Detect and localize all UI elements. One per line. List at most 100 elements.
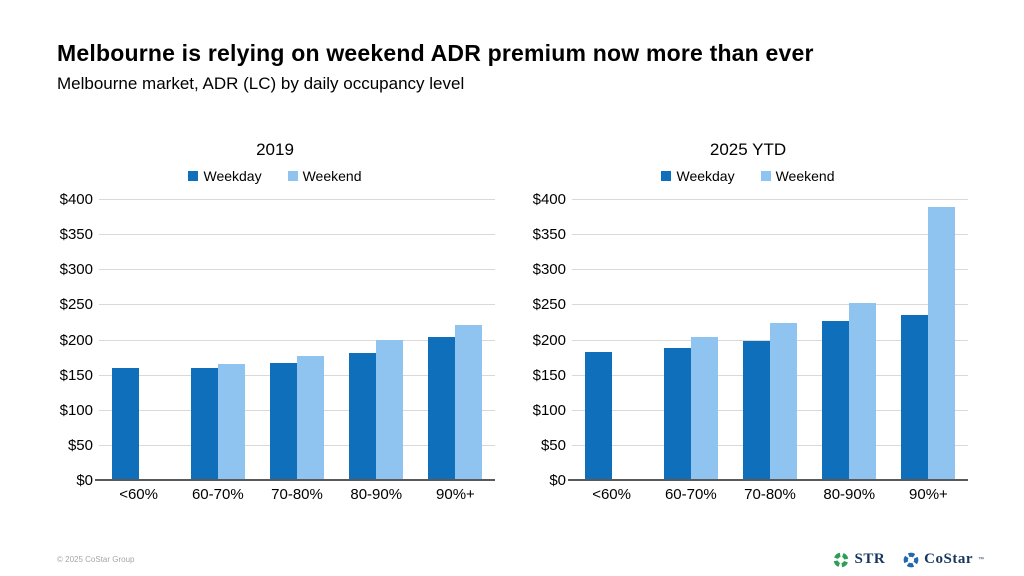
x-axis-label: 70-80% xyxy=(744,486,796,503)
y-axis-label: $150 xyxy=(532,366,566,384)
str-logo: STR xyxy=(833,551,885,568)
x-axis-label: <60% xyxy=(119,486,158,503)
plot xyxy=(568,199,968,481)
str-logo-text: STR xyxy=(854,551,886,567)
y-axis-label: $400 xyxy=(59,191,93,208)
copyright-text: © 2025 CoStar Group xyxy=(57,555,135,564)
bar-weekend xyxy=(376,340,404,481)
bar-group xyxy=(651,200,730,481)
page-subtitle: Melbourne market, ADR (LC) by daily occu… xyxy=(57,74,465,93)
legend: Weekday Weekend xyxy=(528,168,968,184)
gridline xyxy=(99,199,495,200)
bar-weekday xyxy=(428,337,456,481)
x-axis-label: 80-90% xyxy=(350,486,403,503)
legend-swatch-weekend xyxy=(287,171,298,181)
y-axis-label: $400 xyxy=(532,191,566,208)
y-axis-label: $300 xyxy=(59,261,93,279)
gridline xyxy=(572,269,968,271)
y-axis-label: $50 xyxy=(540,436,566,454)
x-axis-labels: <60% 60-70% 70-80% 80-90% 90%+ xyxy=(572,486,968,503)
bar-weekend xyxy=(849,303,877,481)
y-axis-label: $100 xyxy=(59,401,93,419)
plot-area: $0 $50 $100 $150 $200 $250 $300 $350 $400 xyxy=(55,192,495,489)
gridline xyxy=(572,234,968,236)
costar-logo-text: CoStar xyxy=(924,551,973,567)
bar-weekend xyxy=(455,325,483,481)
x-axis-label: 90%+ xyxy=(909,486,948,503)
bar-weekday xyxy=(743,341,770,481)
legend-item-weekend: Weekend xyxy=(760,168,835,184)
y-axis-label: $0 xyxy=(549,472,566,489)
x-axis-label: 70-80% xyxy=(271,486,323,503)
legend-item-weekday: Weekday xyxy=(661,168,735,184)
bar-weekday xyxy=(349,353,377,481)
y-axis-label: $250 xyxy=(532,296,566,314)
bar-group xyxy=(99,200,178,481)
brand-logos: STR CoStar ™ xyxy=(833,551,984,568)
costar-logo: CoStar ™ xyxy=(903,551,984,568)
x-axis-labels: <60% 60-70% 70-80% 80-90% 90%+ xyxy=(99,486,495,503)
footer: © 2025 CoStar Group STR CoStar ™ xyxy=(0,536,1024,576)
y-axis-label: $350 xyxy=(59,226,93,244)
plot-area: $0 $50 $100 $150 $200 $250 $300 $350 $400 xyxy=(528,192,968,489)
y-axis-label: $200 xyxy=(532,331,566,349)
bar-group xyxy=(178,200,257,481)
charts-row: 2019 Weekday Weekend $0 $50 $100 $150 $200 $250 $… xyxy=(55,140,968,503)
legend-label: Weekend xyxy=(775,168,835,184)
gridline xyxy=(99,304,495,306)
bar-weekend xyxy=(690,337,718,481)
bar-weekday xyxy=(822,321,850,481)
gridline xyxy=(99,269,495,271)
bar-weekday xyxy=(584,352,612,481)
plot xyxy=(95,199,495,481)
costar-pinwheel-icon xyxy=(903,552,919,567)
gridline xyxy=(99,339,495,341)
bar-weekday xyxy=(663,348,691,481)
bar-group xyxy=(730,200,809,481)
y-axis-label: $50 xyxy=(67,436,93,454)
chart-2019: 2019 Weekday Weekend $0 $50 $100 $150 $200 $250 $… xyxy=(55,140,495,503)
y-axis-labels: $0 $50 $100 $150 $200 $250 $300 $350 $400 xyxy=(55,192,93,489)
bar-weekday xyxy=(111,368,139,481)
legend-item-weekend: Weekend xyxy=(287,168,362,184)
bar-group xyxy=(810,200,889,481)
chart-2025-ytd: 2025 YTD Weekday Weekend $0 $50 $100 $150 $200 $… xyxy=(528,140,968,503)
bar-groups xyxy=(99,200,495,481)
x-axis-label: <60% xyxy=(592,486,631,503)
bar-group xyxy=(572,200,651,481)
page-title: Melbourne is relying on weekend ADR prem… xyxy=(57,40,814,66)
y-axis-label: $350 xyxy=(532,226,566,244)
legend-swatch-weekday xyxy=(188,171,199,181)
bar-weekend xyxy=(928,207,956,481)
y-axis-label: $0 xyxy=(76,472,93,489)
x-axis-label: 60-70% xyxy=(664,486,717,503)
chart-title: 2025 YTD xyxy=(709,140,787,159)
y-axis-label: $150 xyxy=(59,366,93,384)
x-axis-line xyxy=(568,479,968,481)
bar-weekend xyxy=(770,323,797,481)
y-axis-label: $200 xyxy=(59,331,93,349)
bar-weekend xyxy=(297,356,324,481)
bar-weekday xyxy=(270,363,297,481)
gridline xyxy=(572,304,968,306)
y-axis-labels: $0 $50 $100 $150 $200 $250 $300 $350 $400 xyxy=(528,192,566,489)
x-axis-label: 80-90% xyxy=(823,486,876,503)
y-axis-label: $300 xyxy=(532,261,566,279)
chart-title: 2019 xyxy=(256,140,294,159)
legend-swatch-weekday xyxy=(661,171,672,181)
costar-trademark: ™ xyxy=(978,556,984,563)
bar-group xyxy=(337,200,416,481)
legend-swatch-weekend xyxy=(760,171,771,181)
bar-weekend xyxy=(217,364,245,481)
legend-item-weekday: Weekday xyxy=(188,168,262,184)
legend-label: Weekday xyxy=(676,168,735,184)
bar-weekday xyxy=(901,315,929,481)
y-axis-label: $100 xyxy=(532,401,566,419)
bar-groups xyxy=(572,200,968,481)
y-axis-label: $250 xyxy=(59,296,93,314)
str-pinwheel-icon xyxy=(834,552,849,567)
bar-group xyxy=(889,200,968,481)
bar-group xyxy=(257,200,336,481)
legend: Weekday Weekend xyxy=(55,168,495,184)
